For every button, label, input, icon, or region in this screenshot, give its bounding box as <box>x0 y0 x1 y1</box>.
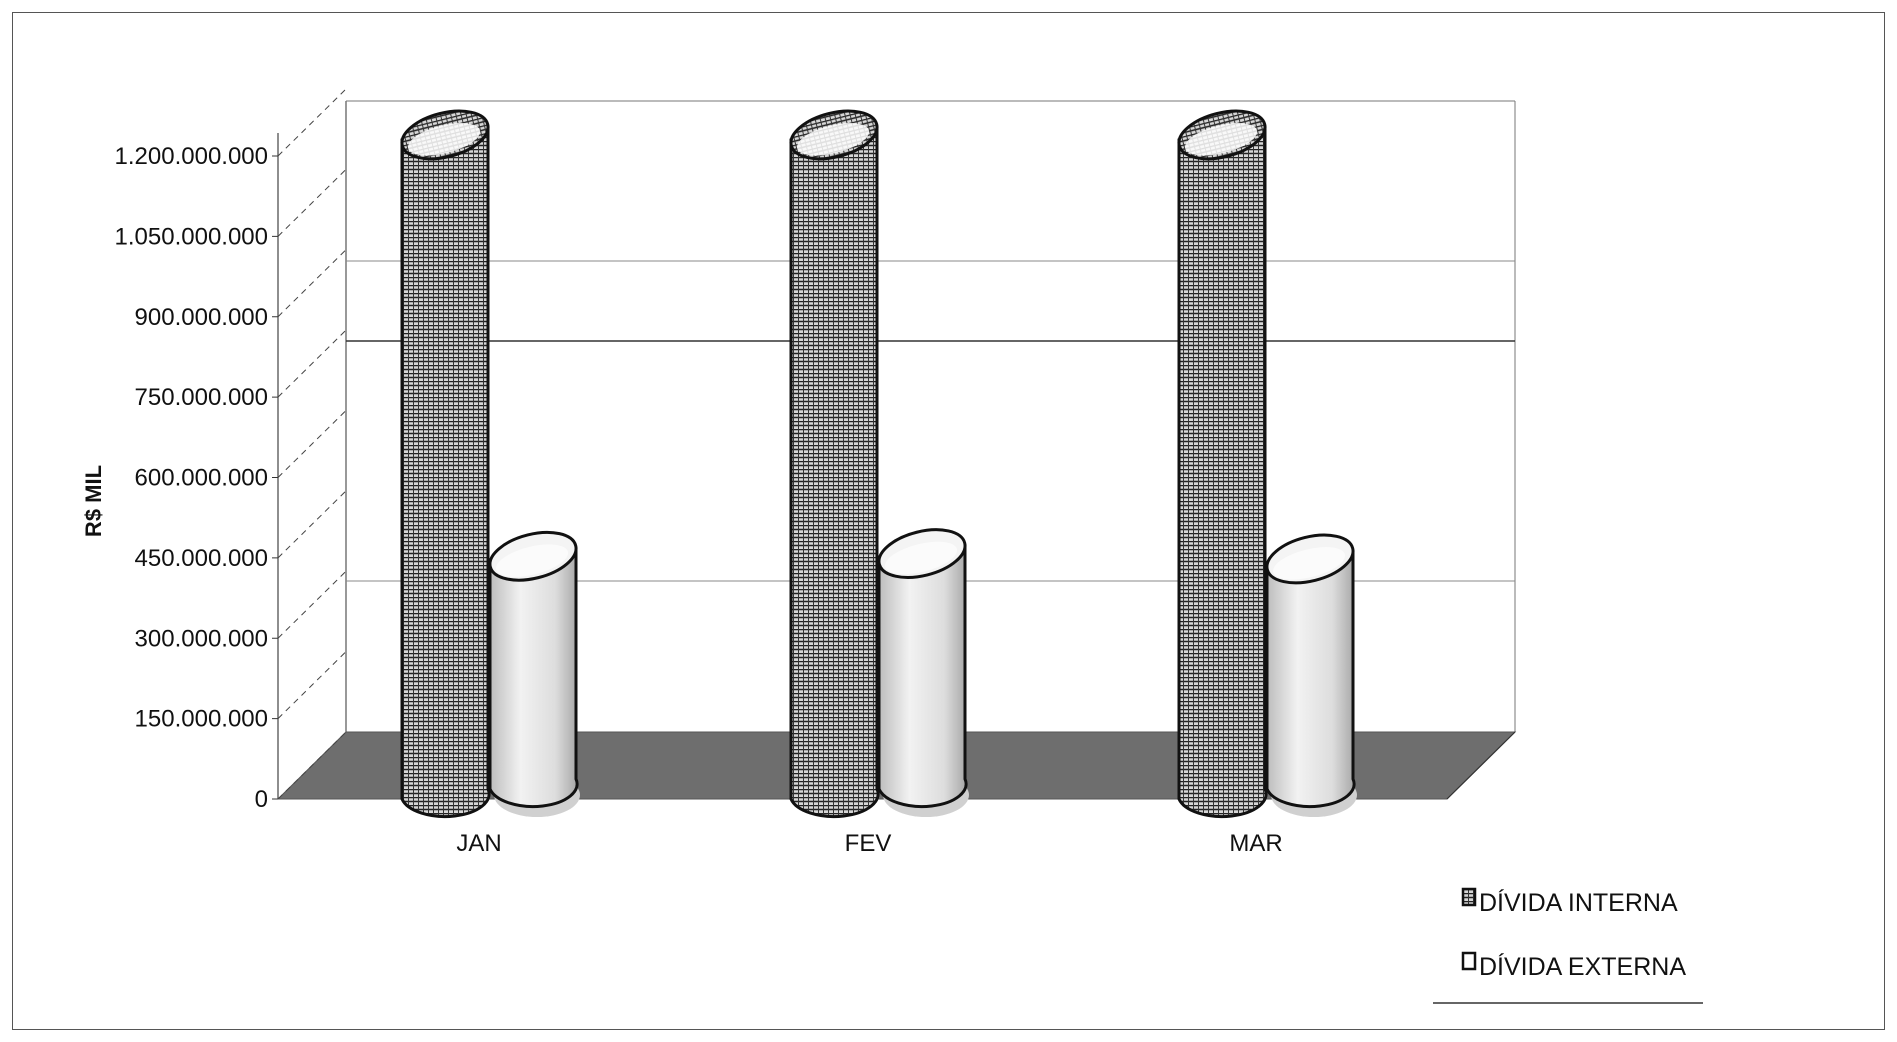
x-axis: JAN FEV MAR <box>456 830 1282 857</box>
chart-frame: 0 150.000.000 300.000.000 450.000.000 600.00… <box>12 12 1885 1030</box>
bar-divida-interna <box>400 109 491 819</box>
bar-chart: 0 150.000.000 300.000.000 450.000.000 600.00… <box>81 88 1703 1004</box>
y-tick-label: 1.200.000.000 <box>115 143 268 170</box>
bars <box>400 109 1357 819</box>
x-category-label: JAN <box>456 830 501 857</box>
y-axis-title: R$ MIL <box>81 465 106 537</box>
y-tick-label: 300.000.000 <box>135 625 268 652</box>
side-wall-gridline <box>277 249 347 318</box>
legend-item-divida-interna: DÍVIDA INTERNA <box>1461 887 1678 917</box>
side-wall-gridline <box>277 88 347 157</box>
x-category-label: MAR <box>1229 830 1282 857</box>
legend: DÍVIDA INTERNA DÍVIDA EXTERNA <box>1433 887 1703 1004</box>
side-wall-gridline <box>277 731 347 800</box>
y-tick-label: 1.050.000.000 <box>115 223 268 250</box>
legend-swatch <box>1461 951 1477 971</box>
y-tick-label: 600.000.000 <box>135 465 268 492</box>
bar-divida-externa <box>488 530 580 817</box>
legend-swatch <box>1461 887 1477 907</box>
y-tick-label: 150.000.000 <box>135 706 268 733</box>
bar-divida-externa <box>877 528 969 817</box>
side-wall-gridline <box>277 490 347 559</box>
y-tick-label: 900.000.000 <box>135 304 268 331</box>
bar-divida-interna <box>1177 109 1268 819</box>
bar-divida-interna <box>789 109 880 819</box>
y-tick-label: 750.000.000 <box>135 384 268 411</box>
floor-right-edge <box>1446 731 1516 800</box>
side-wall-gridline <box>277 169 347 237</box>
side-wall-gridline <box>277 410 347 478</box>
side-wall-gridline <box>277 651 347 719</box>
x-category-label: FEV <box>845 830 892 857</box>
y-axis: 0 150.000.000 300.000.000 450.000.000 600.00… <box>115 88 347 813</box>
legend-item-divida-externa: DÍVIDA EXTERNA <box>1461 951 1686 981</box>
y-tick-label: 450.000.000 <box>135 545 268 572</box>
bar-divida-externa <box>1265 533 1357 817</box>
side-wall-gridline <box>277 329 347 398</box>
side-wall-gridline <box>277 570 347 639</box>
y-tick-label: 0 <box>255 786 268 813</box>
legend-label: DÍVIDA INTERNA <box>1479 888 1678 917</box>
legend-label: DÍVIDA EXTERNA <box>1479 952 1686 981</box>
